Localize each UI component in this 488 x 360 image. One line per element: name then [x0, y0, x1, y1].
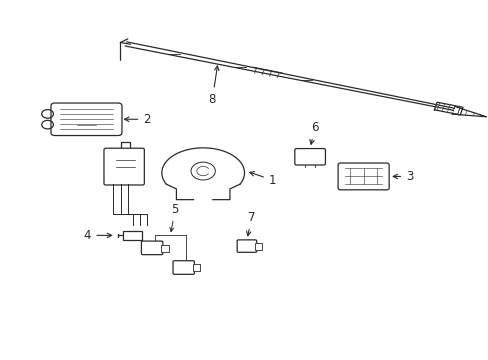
FancyBboxPatch shape — [173, 261, 194, 274]
FancyBboxPatch shape — [122, 231, 142, 240]
Text: 5: 5 — [169, 203, 179, 231]
Text: 8: 8 — [208, 66, 219, 105]
FancyBboxPatch shape — [104, 148, 144, 185]
Text: 6: 6 — [309, 121, 318, 144]
FancyBboxPatch shape — [193, 265, 200, 271]
FancyBboxPatch shape — [337, 163, 388, 190]
FancyBboxPatch shape — [161, 245, 168, 252]
FancyBboxPatch shape — [141, 241, 163, 255]
FancyBboxPatch shape — [255, 243, 262, 249]
Text: 4: 4 — [83, 229, 111, 242]
FancyBboxPatch shape — [237, 240, 256, 252]
Text: 7: 7 — [246, 211, 255, 236]
Text: 1: 1 — [249, 172, 276, 186]
Text: 2: 2 — [124, 113, 151, 126]
FancyBboxPatch shape — [294, 149, 325, 165]
Text: 3: 3 — [392, 170, 413, 183]
FancyBboxPatch shape — [51, 103, 122, 135]
